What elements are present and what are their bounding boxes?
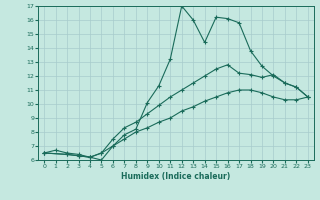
X-axis label: Humidex (Indice chaleur): Humidex (Indice chaleur) bbox=[121, 172, 231, 181]
